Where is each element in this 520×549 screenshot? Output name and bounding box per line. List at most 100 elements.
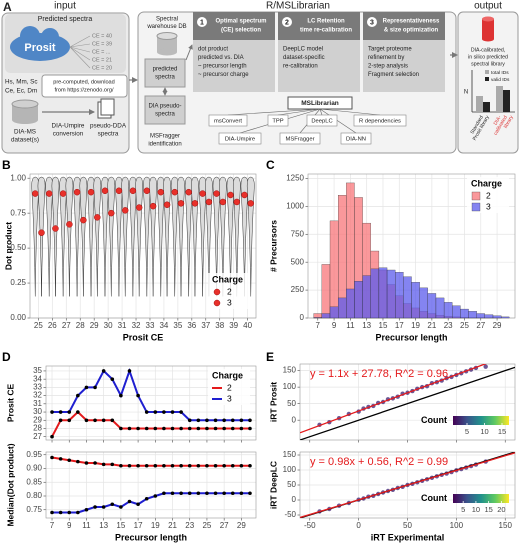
x-tick-label: 23 [185,521,194,530]
prosit-cloud [20,26,40,46]
point [136,502,140,507]
violin [205,176,213,297]
diagram-text: R dependencies [359,119,401,125]
diagram-text: predicted vs. DIA [198,55,244,61]
colorbar-tick-label: 20 [497,505,505,514]
violin [170,176,179,297]
diagram-text: LC Retention [307,19,345,25]
diagram-text: MSFragger [286,137,315,143]
diagram-text: msConvert [214,119,242,125]
median-point [247,200,255,207]
point [101,505,106,509]
bar [321,313,331,319]
diagram-text: Representativeness [383,19,440,25]
diagram-text: CE = ... [92,49,111,55]
point [153,410,158,414]
y-tick-label: 0 [292,415,297,424]
y-axis-title: Prosit CE [5,384,15,423]
x-tick-label: 15 [116,521,125,530]
point [213,426,218,431]
violin [240,176,249,297]
x-tick-label: 13 [362,321,371,330]
median-point [191,200,199,207]
point [162,463,166,468]
bar [354,281,363,319]
panel-label: B [2,158,11,172]
median-point [163,201,171,209]
diagram-text: N [464,90,468,96]
diagram-text: dataset(s) [11,137,39,144]
panel-label: C [266,158,275,172]
x-tick-label: 21 [168,521,177,530]
x-tick-label: 33 [146,321,155,330]
point [239,463,244,468]
diagram-text: Hs, Mm, Sc [5,79,38,86]
point [205,418,209,423]
point [119,393,123,398]
x-tick-label: 27 [476,321,485,330]
diagram-text: 3 [370,19,374,26]
point [222,463,226,468]
bar [476,313,485,319]
diagram-text: total IDs [491,70,509,76]
y-tick-label: 50 [287,480,296,489]
plot-border [299,451,516,519]
bar [329,220,339,319]
bar [378,267,388,319]
bar [313,317,323,319]
bar [338,297,347,319]
point [58,457,63,461]
x-tick-label: 32 [132,321,141,330]
y-tick-label: 1250 [286,174,304,183]
x-tick-label: 38 [215,321,224,330]
plot-border [45,451,257,519]
point [187,491,192,496]
x-tick-label: 7 [50,521,55,530]
diagram-text: DIA-Umpire [225,137,255,143]
diagram-text: TPP [272,119,283,125]
x-tick-label: 30 [104,321,113,330]
diagram-text: ~ precursor length [198,64,247,70]
violin [232,176,241,297]
diagram-text: dot product [198,47,228,53]
ids-chart [471,70,515,113]
bar [468,311,477,319]
point [76,393,80,398]
x-tick-label: 0 [356,521,361,530]
section-title: output [474,1,502,12]
y-tick-label: 35 [33,366,42,375]
x-tick-label: 25 [202,521,211,530]
y-tick-label: 0 [300,313,305,322]
fit-line [300,452,515,518]
point [205,463,209,468]
point [76,410,80,414]
x-tick-label: 7 [316,321,321,330]
violin [31,176,40,297]
x-tick-label: 29 [237,521,246,530]
point [50,510,54,515]
x-tick-label: 29 [493,321,502,330]
diagram-text: spectra [155,75,175,81]
y-tick-label: 28 [33,424,42,433]
point [230,463,235,468]
x-tick-label: -50 [304,521,316,530]
x-tick-label: 27 [62,321,71,330]
dia-cylinder [12,104,38,120]
point [93,505,97,509]
panel-label: A [3,0,12,14]
violin [115,176,123,297]
point [93,418,97,423]
violin [246,176,255,297]
dia-cylinder [12,116,38,124]
y-tick-label: 33 [33,382,42,391]
diagram-text: pseudo-DDA [90,123,127,130]
diagram-text: spectra [98,131,119,138]
point [239,491,244,496]
x-tick-label: 37 [201,321,210,330]
chart-panel: -50 0 50 100 150 -50 0 50 100 150 iRT Experimental… [268,450,516,542]
x-tick-label: 50 [403,521,412,530]
x-tick-label: 25 [460,321,469,330]
warehouse-cylinder [157,36,177,52]
diagram-text: in silico predicted [468,54,508,60]
